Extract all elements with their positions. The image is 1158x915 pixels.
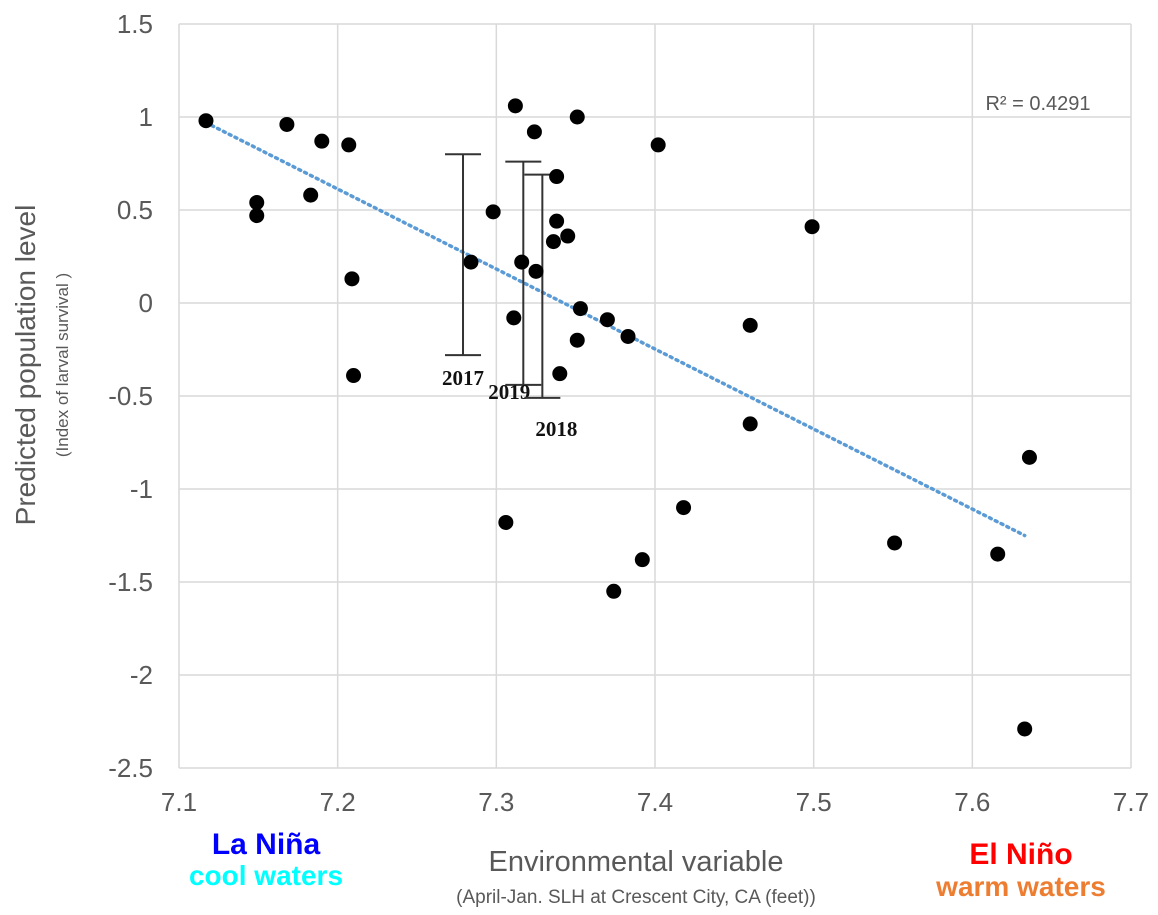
data-point	[279, 116, 295, 132]
data-point	[506, 310, 522, 326]
data-point	[552, 366, 568, 382]
cool-waters-label: cool waters	[189, 860, 343, 891]
data-point	[569, 109, 585, 125]
y-tick-label: -1	[130, 474, 153, 504]
data-point	[560, 228, 576, 244]
data-point	[804, 219, 820, 235]
error-bar-label: 2018	[535, 417, 577, 441]
data-point	[198, 113, 214, 129]
data-point	[606, 583, 622, 599]
el-nino-label: El Niño	[969, 838, 1072, 871]
data-point	[249, 195, 265, 211]
r-squared-label: R² = 0.4291	[985, 93, 1090, 115]
y-tick-label: 1	[139, 102, 153, 132]
x-tick-label: 7.5	[796, 787, 832, 817]
data-point	[1021, 449, 1037, 465]
trendline	[204, 120, 1027, 538]
data-point	[526, 124, 542, 140]
y-axis-title: Predicted population level	[10, 205, 41, 526]
data-point	[314, 133, 330, 149]
data-point	[676, 500, 692, 516]
data-point	[463, 254, 479, 270]
data-point	[572, 301, 588, 317]
la-nina-label: La Niña	[212, 828, 321, 861]
warm-waters-label: warm waters	[935, 871, 1106, 902]
data-point	[887, 535, 903, 551]
y-tick-label: -2.5	[108, 753, 153, 783]
y-axis-ticks: 1.5 1 0.5 0 -0.5 -1 -1.5 -2 -2.5	[108, 9, 153, 783]
y-tick-label: 0.5	[117, 195, 153, 225]
data-point	[742, 317, 758, 333]
y-axis-sublabel: (Index of larval survival )	[53, 273, 72, 457]
x-tick-label: 7.1	[161, 787, 197, 817]
data-point	[344, 271, 360, 287]
data-point	[549, 213, 565, 229]
data-point	[249, 208, 265, 224]
data-point	[303, 187, 319, 203]
data-point	[650, 137, 666, 153]
x-tick-label: 7.4	[637, 787, 673, 817]
data-point	[549, 169, 565, 185]
data-point	[599, 312, 615, 328]
x-tick-label: 7.7	[1113, 787, 1149, 817]
data-point	[346, 368, 362, 384]
x-axis-ticks: 7.1 7.2 7.3 7.4 7.5 7.6 7.7	[161, 787, 1149, 817]
y-tick-label: 0	[139, 288, 153, 318]
data-point	[990, 546, 1006, 562]
data-point	[569, 332, 585, 348]
data-points	[198, 98, 1037, 737]
error-bar-2018: 2018	[524, 173, 577, 441]
y-tick-label: -1.5	[108, 567, 153, 597]
grid-lines	[178, 23, 1132, 769]
error-bar-label: 2019	[488, 380, 530, 404]
data-point	[620, 328, 636, 344]
error-bar-label: 2017	[442, 366, 484, 390]
x-tick-label: 7.6	[954, 787, 990, 817]
error-bar-2019: 2019	[488, 160, 542, 404]
x-axis-label: Environmental variable	[489, 846, 784, 878]
y-axis-subtitle: (Index of larval survival )	[53, 273, 72, 457]
trendline-path	[204, 120, 1027, 538]
data-point	[341, 137, 357, 153]
data-point	[514, 254, 530, 270]
data-point	[485, 204, 501, 220]
data-point	[742, 416, 758, 432]
x-tick-label: 7.2	[320, 787, 356, 817]
data-point	[498, 514, 514, 530]
data-point	[545, 234, 561, 250]
error-bar-2017: 2017	[442, 153, 484, 390]
data-point	[1017, 721, 1033, 737]
data-point	[634, 552, 650, 568]
x-axis-sublabel: (April-Jan. SLH at Crescent City, CA (fe…	[456, 887, 816, 908]
y-tick-label: -2	[130, 660, 153, 690]
data-point	[528, 263, 544, 279]
y-tick-label: 1.5	[117, 9, 153, 39]
y-tick-label: -0.5	[108, 381, 153, 411]
y-axis-label: Predicted population level	[10, 205, 41, 526]
data-point	[507, 98, 523, 114]
x-tick-label: 7.3	[478, 787, 514, 817]
